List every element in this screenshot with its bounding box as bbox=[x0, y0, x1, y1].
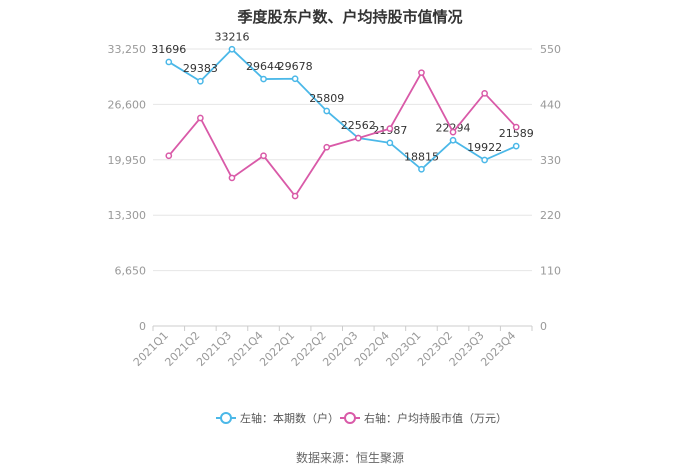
series-shareholder-count: 3169629383332162964429678258092256221987… bbox=[151, 30, 534, 173]
data-label: 29678 bbox=[278, 60, 313, 73]
y-axis-left: 0 6,650 13,300 19,950 26,600 33,250 bbox=[108, 43, 147, 333]
data-point bbox=[165, 58, 173, 66]
data-point bbox=[291, 75, 299, 83]
data-point bbox=[449, 128, 457, 136]
data-label: 22562 bbox=[341, 119, 376, 132]
grid bbox=[153, 48, 532, 327]
data-point bbox=[323, 107, 331, 115]
data-label: 22294 bbox=[436, 121, 471, 134]
y-right-tick-label: 550 bbox=[540, 43, 561, 56]
x-axis: 2021Q12021Q22021Q32021Q42022Q12022Q22022… bbox=[131, 326, 533, 369]
data-point bbox=[386, 125, 394, 132]
y-right-tick-label: 330 bbox=[540, 154, 561, 167]
y-left-tick-label: 6,650 bbox=[115, 265, 147, 278]
data-point bbox=[418, 69, 425, 77]
data-point bbox=[323, 143, 331, 151]
y-left-tick-label: 19,950 bbox=[108, 154, 147, 167]
y-right-tick-label: 110 bbox=[540, 265, 561, 278]
data-label: 21589 bbox=[499, 127, 534, 140]
y-left-tick-label: 26,600 bbox=[108, 98, 147, 111]
data-label: 29644 bbox=[246, 60, 281, 73]
y-left-tick-label: 0 bbox=[139, 320, 146, 333]
data-label: 18815 bbox=[404, 150, 439, 163]
y-right-tick-label: 0 bbox=[540, 320, 547, 333]
data-point bbox=[481, 89, 488, 97]
y-axis-right: 0 110 220 330 440 550 bbox=[540, 43, 561, 333]
y-right-tick-label: 440 bbox=[540, 98, 561, 111]
legend-label: 左轴：本期数（户） bbox=[240, 411, 339, 425]
y-right-tick-label: 220 bbox=[540, 209, 561, 222]
x-tick-label: 2023Q4 bbox=[478, 329, 518, 369]
data-point bbox=[449, 136, 457, 144]
data-label: 33216 bbox=[214, 30, 249, 43]
data-point bbox=[512, 142, 520, 150]
y-left-tick-label: 13,300 bbox=[108, 209, 147, 222]
data-point bbox=[228, 45, 236, 53]
series-line bbox=[168, 70, 517, 198]
series-layer: 3169629383332162964429678258092256221987… bbox=[151, 30, 534, 200]
data-label: 19922 bbox=[467, 141, 502, 154]
legend-marker bbox=[220, 412, 232, 424]
data-label: 29383 bbox=[183, 62, 218, 75]
data-point bbox=[197, 114, 204, 122]
chart-title: 季度股东户数、户均持股市值情况 bbox=[237, 8, 462, 26]
data-point bbox=[418, 165, 425, 173]
series-avg-holding-value bbox=[165, 69, 520, 200]
legend-label: 右轴：户均持股市值（万元） bbox=[364, 411, 507, 425]
data-point bbox=[512, 123, 520, 131]
source-note: 数据来源：恒生聚源 bbox=[296, 450, 404, 465]
data-point bbox=[197, 77, 204, 85]
data-point bbox=[386, 139, 394, 147]
data-label: 25809 bbox=[309, 92, 344, 105]
legend-marker bbox=[344, 412, 356, 424]
data-point bbox=[291, 192, 299, 200]
data-point bbox=[228, 174, 236, 182]
data-point bbox=[481, 156, 488, 164]
y-left-tick-label: 33,250 bbox=[108, 43, 147, 56]
data-label: 31696 bbox=[151, 43, 186, 56]
data-point bbox=[354, 134, 362, 142]
data-point bbox=[260, 75, 267, 83]
legend: 左轴：本期数（户） 右轴：户均持股市值（万元） bbox=[216, 411, 507, 425]
series-line bbox=[168, 48, 517, 171]
data-point bbox=[165, 152, 173, 160]
data-point bbox=[260, 152, 267, 160]
